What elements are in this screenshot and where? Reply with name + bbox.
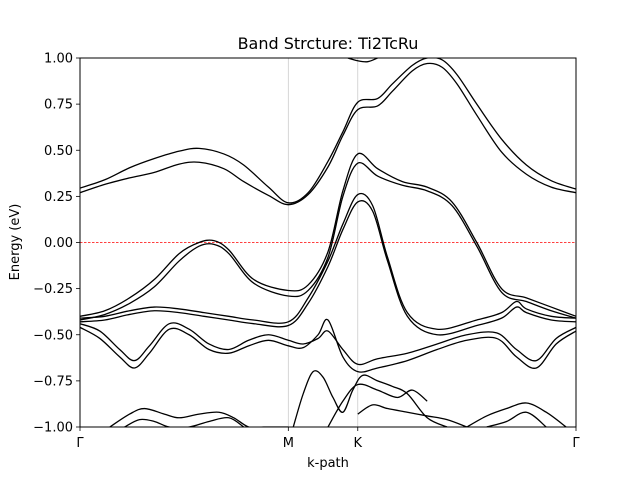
band-line-6 (80, 322, 576, 366)
y-tick-label: 1.00 (44, 52, 73, 67)
band-line-2 (80, 152, 576, 317)
band-line-13 (466, 402, 567, 427)
y-axis-label: Energy (eV) (8, 204, 23, 281)
band-line-7 (80, 318, 576, 373)
band-lines (80, 58, 576, 427)
y-tick-label: −0.25 (33, 282, 73, 297)
x-tick-label: Γ (572, 436, 580, 451)
y-tick-label: 0.00 (44, 236, 73, 251)
y-tick-label: 0.75 (44, 98, 73, 113)
x-tick-label: M (283, 436, 294, 451)
band-line-8 (109, 407, 289, 427)
x-tick-label: K (353, 436, 362, 451)
y-tick-label: 0.25 (44, 190, 73, 205)
band-line-0 (80, 58, 576, 204)
band-line-1 (80, 62, 576, 206)
high-symmetry-gridlines (287, 58, 359, 427)
x-tick-label: Γ (76, 436, 84, 451)
y-axis-ticks: −1.00 −0.75 −0.50 −0.25 0.00 0.25 0.50 0.75 1.00 (33, 52, 80, 436)
band-line-15 (347, 58, 378, 63)
band-line-12 (357, 404, 468, 427)
band-line-11 (327, 383, 428, 427)
y-tick-label: −0.75 (33, 374, 73, 389)
y-tick-label: −1.00 (33, 421, 73, 436)
y-tick-label: −0.50 (33, 328, 73, 343)
band-line-14 (486, 411, 547, 427)
x-axis-label: k-path (307, 456, 349, 471)
band-line-5 (80, 200, 576, 336)
chart-title: Band Strcture: Ti2TcRu (238, 34, 419, 53)
band-line-10 (292, 370, 448, 427)
band-line-4 (80, 192, 576, 330)
band-line-3 (80, 161, 576, 321)
band-line-9 (124, 416, 245, 427)
y-tick-label: 0.50 (44, 144, 73, 159)
